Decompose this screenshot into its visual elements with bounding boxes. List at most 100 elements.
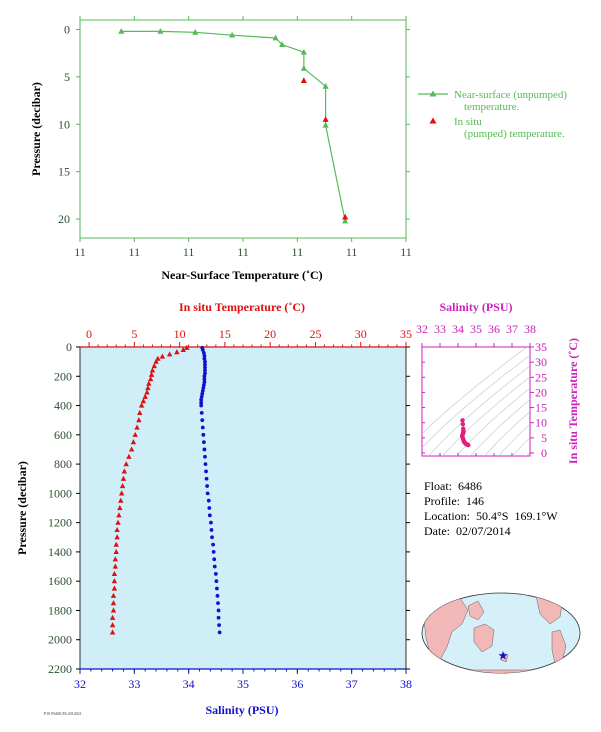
ts-x-tick-label: 37 — [506, 322, 518, 336]
top-temperature-tick-label: 30 — [355, 327, 367, 341]
salinity-point — [200, 418, 205, 423]
salinity-point — [199, 397, 204, 402]
near-surface-y-tick-label: 0 — [64, 22, 70, 36]
star-icon — [498, 651, 508, 660]
in-situ-pumped-point — [300, 77, 307, 84]
near-surface-y-axis-label: Pressure (decibar) — [29, 82, 43, 176]
ts-y-tick-label: 25 — [535, 370, 547, 384]
salinity-point — [199, 403, 204, 408]
near-surface-x-tick-label: 11 — [129, 245, 141, 259]
temperature-point — [110, 592, 117, 598]
salinity-point — [203, 365, 207, 370]
legend-green-triangle-icon — [429, 90, 437, 97]
salinity-point — [204, 476, 209, 481]
salinity-point — [200, 425, 205, 430]
near-surface-legend: Near-surface (unpumped) temperature. In … — [418, 89, 567, 140]
near-surface-point — [322, 82, 329, 89]
ts-y-tick-label: 10 — [535, 416, 547, 430]
near-surface-x-tick-label: 11 — [183, 245, 195, 259]
ts-y-axis-label: In situ Temperature (˚C) — [566, 338, 580, 464]
ts-x-tick-label: 34 — [452, 322, 464, 336]
density-contour — [442, 376, 530, 456]
temperature-point — [174, 349, 180, 355]
salinity-point — [216, 615, 221, 620]
bottom-salinity-tick-label: 34 — [183, 677, 195, 691]
near-surface-point — [342, 217, 349, 224]
temperature-point — [109, 622, 116, 628]
legend-near-surface-label-2: temperature. — [464, 101, 520, 113]
top-temperature-tick-label: 25 — [309, 327, 321, 341]
density-contour — [484, 411, 530, 456]
salinity-point — [199, 400, 204, 405]
density-contour — [498, 423, 530, 456]
temperature-point — [117, 505, 123, 511]
temperature-point — [113, 541, 119, 547]
near-surface-x-tick-label: 11 — [237, 245, 249, 259]
salinity-point — [199, 394, 204, 399]
salinity-point — [214, 579, 219, 584]
profile-y-tick-label: 1600 — [48, 574, 72, 588]
near-surface-point — [300, 64, 307, 71]
salinity-point — [201, 432, 206, 437]
ts-y-tick-label: 30 — [535, 355, 547, 369]
ts-point — [460, 422, 466, 427]
salinity-point — [200, 389, 205, 393]
salinity-point — [211, 542, 216, 547]
temperature-point — [110, 600, 117, 606]
profile-y-tick-label: 0 — [66, 340, 72, 354]
salinity-point — [204, 469, 208, 474]
salinity-point — [203, 454, 207, 459]
salinity-point — [205, 484, 210, 488]
temperature-point — [118, 490, 125, 496]
density-contour — [456, 387, 530, 456]
salinity-point — [215, 593, 220, 598]
temperature-point — [111, 570, 118, 576]
top-temperature-tick-label: 20 — [264, 327, 276, 341]
in-situ-pumped-point — [322, 116, 329, 122]
density-contour — [422, 347, 528, 435]
salinity-point — [209, 528, 214, 532]
temperature-point — [110, 607, 117, 613]
salinity-point — [215, 586, 219, 591]
bottom-salinity-tick-label: 38 — [400, 677, 412, 691]
ts-x-tick-label: 36 — [488, 322, 500, 336]
salinity-point — [201, 350, 206, 355]
salinity-point — [212, 557, 217, 562]
near-surface-point — [272, 34, 279, 41]
density-contour — [428, 365, 530, 456]
salinity-point — [209, 520, 213, 525]
near-surface-x-tick-label: 11 — [74, 245, 86, 259]
ts-y-tick-label: 0 — [541, 446, 547, 460]
temperature-point — [142, 393, 148, 399]
temperature-point — [132, 431, 138, 437]
temperature-point — [113, 548, 119, 555]
temperature-point — [180, 346, 186, 353]
temperature-point — [114, 526, 120, 533]
near-surface-plot-frame — [79, 19, 407, 239]
near-surface-point — [300, 48, 307, 55]
density-contour — [526, 451, 530, 456]
temperature-point — [147, 376, 154, 382]
profile-y-tick-label: 400 — [54, 399, 72, 413]
temperature-point — [137, 409, 143, 415]
float-location: Location: 50.4°S 169.1°W — [424, 509, 558, 523]
legend-in-situ-label-1: In situ — [454, 116, 482, 128]
ts-point — [460, 418, 465, 423]
temperature-point — [126, 453, 132, 459]
temperature-point — [123, 461, 129, 467]
near-surface-point — [229, 31, 236, 38]
near-surface-x-axis-label: Near-Surface Temperature (˚C) — [161, 268, 322, 282]
profile-y-tick-label: 600 — [54, 428, 72, 442]
ts-y-tick-label: 35 — [535, 340, 547, 354]
salinity-point — [203, 371, 207, 376]
temperature-point — [111, 578, 118, 584]
profile-y-tick-label: 2000 — [48, 633, 72, 647]
near-surface-point — [157, 27, 164, 34]
salinity-point — [202, 374, 207, 379]
ts-y-tick-label: 15 — [535, 401, 547, 415]
temperature-point — [144, 389, 150, 395]
salinity-point — [217, 630, 222, 635]
salinity-point — [211, 550, 216, 554]
